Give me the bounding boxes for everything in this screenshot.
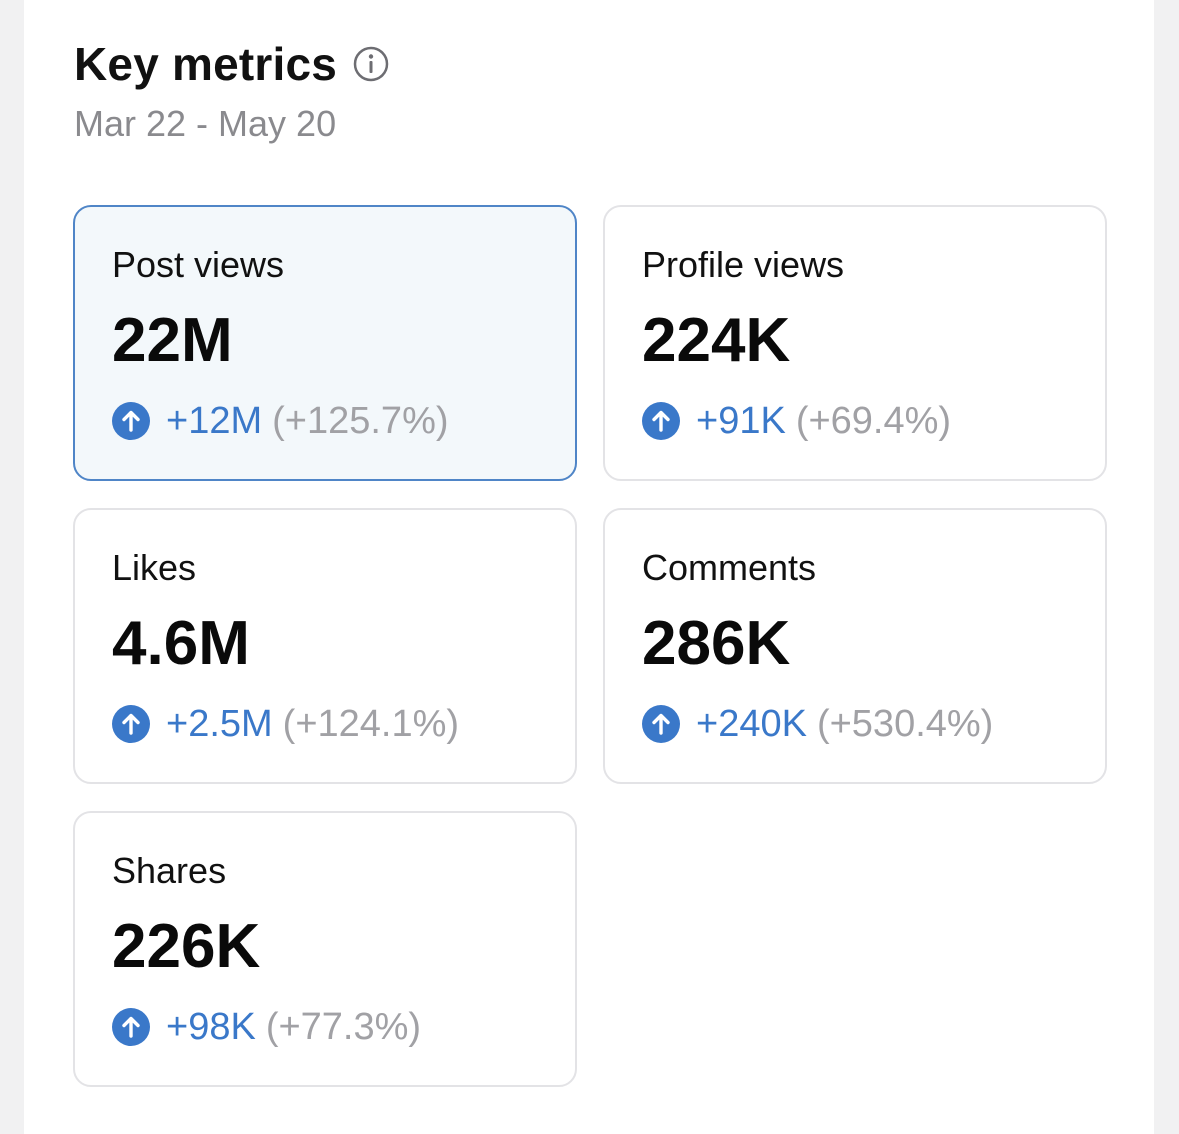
change-percent: (+77.3%) <box>265 1006 422 1048</box>
info-icon[interactable] <box>353 46 389 82</box>
arrow-up-circle-icon <box>642 402 680 440</box>
metric-change: +12M (+125.7%) <box>112 399 449 443</box>
date-range: Mar 22 - May 20 <box>74 103 337 144</box>
arrow-up-circle-icon <box>112 1008 150 1046</box>
change-absolute: +240K <box>696 703 807 745</box>
change-absolute: +98K <box>166 1006 256 1048</box>
metric-card-likes[interactable]: Likes 4.6M +2.5M (+124.1%) <box>73 508 577 784</box>
metric-value: 226K <box>112 912 261 981</box>
change-absolute: +91K <box>696 400 786 442</box>
metric-change: +240K (+530.4%) <box>642 702 993 746</box>
metric-card-shares[interactable]: Shares 226K +98K (+77.3%) <box>73 811 577 1087</box>
change-absolute: +2.5M <box>166 703 273 745</box>
metric-card-post-views[interactable]: Post views 22M +12M (+125.7%) <box>73 205 577 481</box>
metric-change: +98K (+77.3%) <box>112 1005 421 1049</box>
change-percent: (+124.1%) <box>282 703 460 745</box>
change-percent: (+125.7%) <box>272 400 449 442</box>
metric-label: Profile views <box>642 244 845 285</box>
metric-label: Shares <box>112 850 227 891</box>
change-percent: (+69.4%) <box>795 400 952 442</box>
arrow-up-circle-icon <box>112 402 150 440</box>
change-absolute: +12M <box>166 400 263 442</box>
arrow-up-circle-icon <box>642 705 680 743</box>
metric-value: 224K <box>642 306 791 375</box>
metric-label: Post views <box>112 244 285 285</box>
arrow-up-circle-icon <box>112 705 150 743</box>
metric-label: Likes <box>112 547 197 588</box>
metric-change: +91K (+69.4%) <box>642 399 951 443</box>
metric-change: +2.5M (+124.1%) <box>112 702 459 746</box>
metric-value: 4.6M <box>112 609 250 678</box>
metric-label: Comments <box>642 547 817 588</box>
key-metrics-header: Key metrics Mar 22 - May 20 <box>74 36 389 146</box>
metric-value: 286K <box>642 609 791 678</box>
page-title: Key metrics <box>74 38 338 90</box>
metric-card-comments[interactable]: Comments 286K +240K (+530.4%) <box>603 508 1107 784</box>
change-percent: (+530.4%) <box>816 703 994 745</box>
metric-value: 22M <box>112 306 233 375</box>
metric-card-profile-views[interactable]: Profile views 224K +91K (+69.4%) <box>603 205 1107 481</box>
title-row: Key metrics <box>74 36 389 92</box>
